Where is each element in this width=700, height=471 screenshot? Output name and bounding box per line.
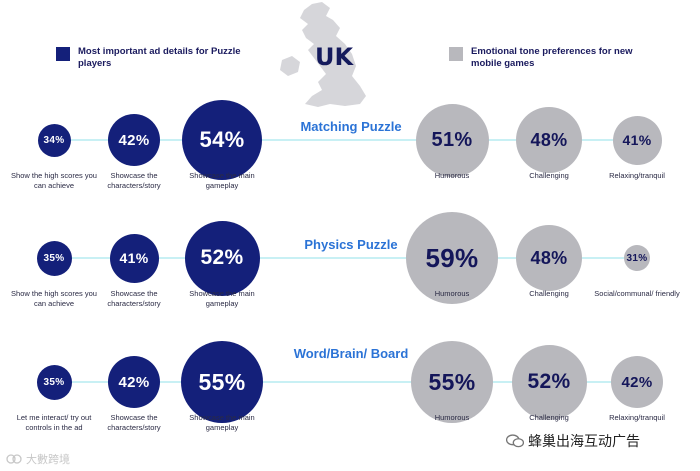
ad-detail-caption: Let me interact/ try out controls in the… (16, 413, 92, 432)
ad-detail-caption: Showcase the main gameplay (189, 171, 255, 190)
ad-detail-caption: Showcase the main gameplay (189, 413, 255, 432)
country-title: UK (315, 43, 354, 71)
ad-detail-bubble: 41% (109, 233, 159, 283)
tone-bubble: 52% (511, 344, 587, 420)
tone-caption: Relaxing/tranquil (609, 413, 665, 422)
ad-detail-caption: Showcase the main gameplay (189, 289, 255, 308)
tone-caption: Challenging (529, 289, 569, 298)
tone-bubble: 48% (516, 225, 582, 291)
tone-bubble: 31% (624, 245, 650, 271)
legend-ad-details: Most important ad details for Puzzle pla… (56, 46, 248, 70)
legend-ad-details-label: Most important ad details for Puzzle pla… (78, 46, 241, 69)
ad-detail-bubble: 52% (184, 220, 260, 296)
ad-detail-caption: Show the high scores you can achieve (11, 171, 97, 190)
tone-caption: Humorous (434, 171, 470, 180)
tone-caption: Humorous (434, 289, 470, 298)
genre-label: Physics Puzzle (304, 237, 398, 252)
tone-caption: Relaxing/tranquil (609, 171, 665, 180)
tone-bubble: 51% (415, 103, 489, 177)
ad-detail-bubble: 42% (108, 356, 160, 408)
tone-bubble: 48% (516, 107, 582, 173)
tone-caption: Challenging (529, 413, 569, 422)
ad-detail-bubble: 35% (36, 364, 72, 400)
ad-detail-caption: Showcase the characters/story (107, 171, 161, 190)
tone-caption: Humorous (434, 413, 470, 422)
ad-detail-bubble: 55% (181, 341, 263, 423)
tone-bubble: 41% (612, 115, 662, 165)
ad-detail-caption: Show the high scores you can achieve (11, 289, 97, 308)
ad-detail-caption: Showcase the characters/story (107, 289, 161, 308)
tone-bubble: 42% (611, 356, 663, 408)
legend-emotional-tone: Emotional tone preferences for new mobil… (449, 46, 641, 70)
genre-label: Word/Brain/ Board (293, 346, 409, 361)
genre-label: Matching Puzzle (300, 119, 402, 134)
tone-bubble: 55% (411, 341, 493, 423)
legend-swatch-gray (449, 47, 463, 61)
ad-detail-caption: Showcase the characters/story (107, 413, 161, 432)
legend-swatch-navy (56, 47, 70, 61)
tone-bubble: 59% (406, 212, 498, 304)
ad-detail-bubble: 54% (182, 100, 262, 180)
watermark-logo-icon (6, 454, 22, 464)
tone-caption: Social/communal/ friendly (594, 289, 680, 298)
tone-caption: Challenging (529, 171, 569, 180)
ad-detail-bubble: 34% (37, 123, 71, 157)
watermark-right-text: 蜂巢出海互动广告 (528, 433, 640, 449)
watermark-left-text: 大數跨境 (26, 454, 70, 466)
uk-map-icon (280, 2, 366, 107)
watermark-right: 蜂巢出海互动广告 (506, 431, 640, 451)
wechat-icon (506, 434, 524, 448)
ad-detail-bubble: 35% (36, 240, 72, 276)
watermark-left: 大數跨境 (6, 451, 70, 467)
ad-detail-bubble: 42% (108, 114, 160, 166)
legend-emotional-tone-label: Emotional tone preferences for new mobil… (471, 46, 633, 69)
